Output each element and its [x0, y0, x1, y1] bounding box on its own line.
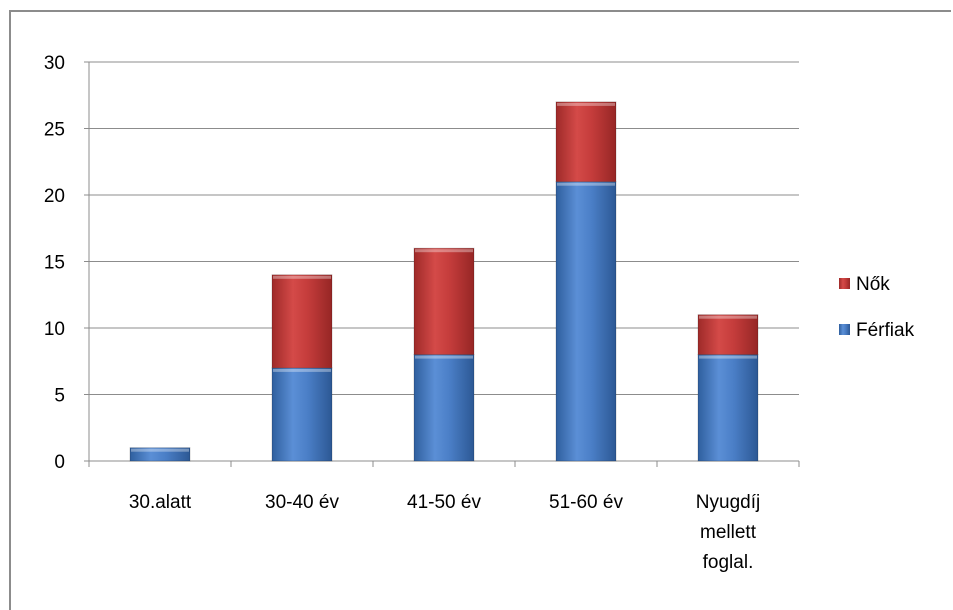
- legend: Nők Férfiak: [839, 274, 915, 341]
- legend-label: Férfiak: [856, 320, 915, 341]
- x-category-label: 41-50 év: [407, 492, 481, 513]
- y-tick-label: 25: [44, 120, 65, 141]
- bar-highlight: [557, 182, 615, 186]
- y-tick-label: 10: [44, 319, 65, 340]
- x-category-label: mellett: [700, 522, 757, 543]
- bar-ferfiak: [555, 181, 617, 462]
- bar-highlight: [699, 355, 757, 359]
- legend-swatch-ferfiak: [839, 324, 850, 335]
- bar-highlight: [699, 315, 757, 319]
- y-tick-label: 5: [54, 386, 65, 407]
- x-category-label: 51-60 év: [549, 492, 623, 513]
- bar-highlight: [557, 102, 615, 106]
- bars: [129, 101, 759, 462]
- bar-highlight: [415, 355, 473, 359]
- legend-label: Nők: [856, 274, 890, 295]
- bar-ferfiak: [697, 354, 759, 462]
- bar-highlight: [415, 249, 473, 253]
- x-category-label: 30-40 év: [265, 492, 339, 513]
- bar-highlight: [131, 448, 189, 452]
- bar-ferfiak: [129, 447, 191, 462]
- x-category-label: foglal.: [703, 552, 754, 573]
- y-tick-label: 20: [44, 186, 65, 207]
- y-tick-label: 15: [44, 253, 65, 274]
- bar-nok: [697, 314, 759, 356]
- x-category-label: Nyugdíj: [696, 492, 760, 513]
- y-tick-label: 30: [44, 53, 65, 74]
- bar-nok: [555, 101, 617, 183]
- y-tick-label: 0: [54, 452, 65, 473]
- legend-swatch-nok: [839, 278, 850, 289]
- bar-ferfiak: [271, 367, 333, 462]
- bar-ferfiak: [413, 354, 475, 462]
- bar-highlight: [273, 368, 331, 372]
- axis-labels: 0 5 10 15 20 25 30 30.alatt 30-40 év 41-50 év 51-6…: [44, 53, 760, 573]
- bar-nok: [413, 247, 475, 356]
- chart-frame: [9, 10, 951, 610]
- bar-highlight: [273, 275, 331, 279]
- stacked-bar-chart: 0 5 10 15 20 25 30 30.alatt 30-40 év 41-50 év 51-6…: [44, 53, 915, 573]
- bar-nok: [271, 274, 333, 369]
- x-category-label: 30.alatt: [129, 492, 192, 513]
